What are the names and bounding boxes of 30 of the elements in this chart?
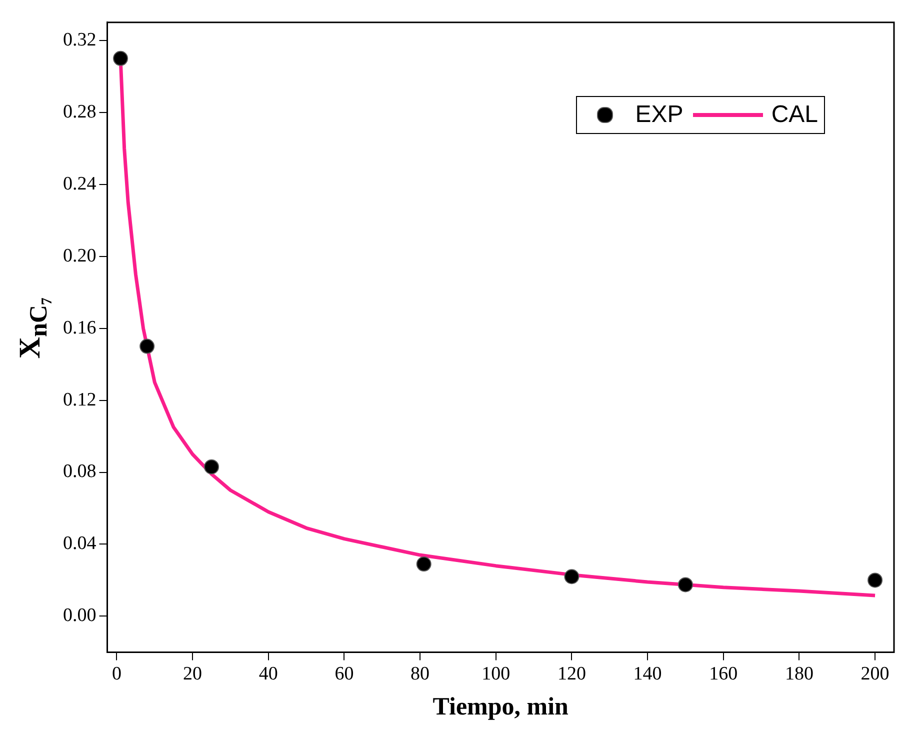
point xyxy=(140,338,155,354)
y-tick-label: 0.32 xyxy=(63,29,96,50)
y-tick-label: 0.12 xyxy=(63,389,96,410)
y-tick-label: 0.04 xyxy=(63,533,97,554)
x-tick-label: 0 xyxy=(112,664,122,685)
x-tick-label: 100 xyxy=(482,664,510,685)
x-tick-label: 180 xyxy=(784,664,814,685)
y-tick-label: 0.00 xyxy=(63,605,96,626)
y-tick-label: 0.28 xyxy=(63,101,96,122)
y-tick-label: 0.20 xyxy=(63,245,96,266)
point xyxy=(678,577,693,592)
point xyxy=(564,569,580,584)
x-tick-label: 20 xyxy=(183,664,202,685)
x-tick-label: 160 xyxy=(709,664,738,685)
point xyxy=(868,572,883,588)
point xyxy=(416,556,432,572)
x-tick-label: 80 xyxy=(410,664,430,685)
y-tick-label: 0.08 xyxy=(63,461,96,482)
point xyxy=(113,50,128,66)
point xyxy=(204,459,220,474)
x-tick-label: 140 xyxy=(633,664,662,685)
x-tick-label: 200 xyxy=(860,664,890,685)
legend-label: CAL xyxy=(771,101,818,129)
x-tick-label: 60 xyxy=(334,664,354,685)
legend-label: EXP xyxy=(635,101,684,129)
x-tick-label: 120 xyxy=(557,664,586,685)
y-tick-label: 0.24 xyxy=(63,173,97,194)
x-axis-title: Tiempo, min xyxy=(432,693,569,720)
x-tick-label: 40 xyxy=(258,664,278,685)
y-tick-label: 0.16 xyxy=(63,317,96,338)
